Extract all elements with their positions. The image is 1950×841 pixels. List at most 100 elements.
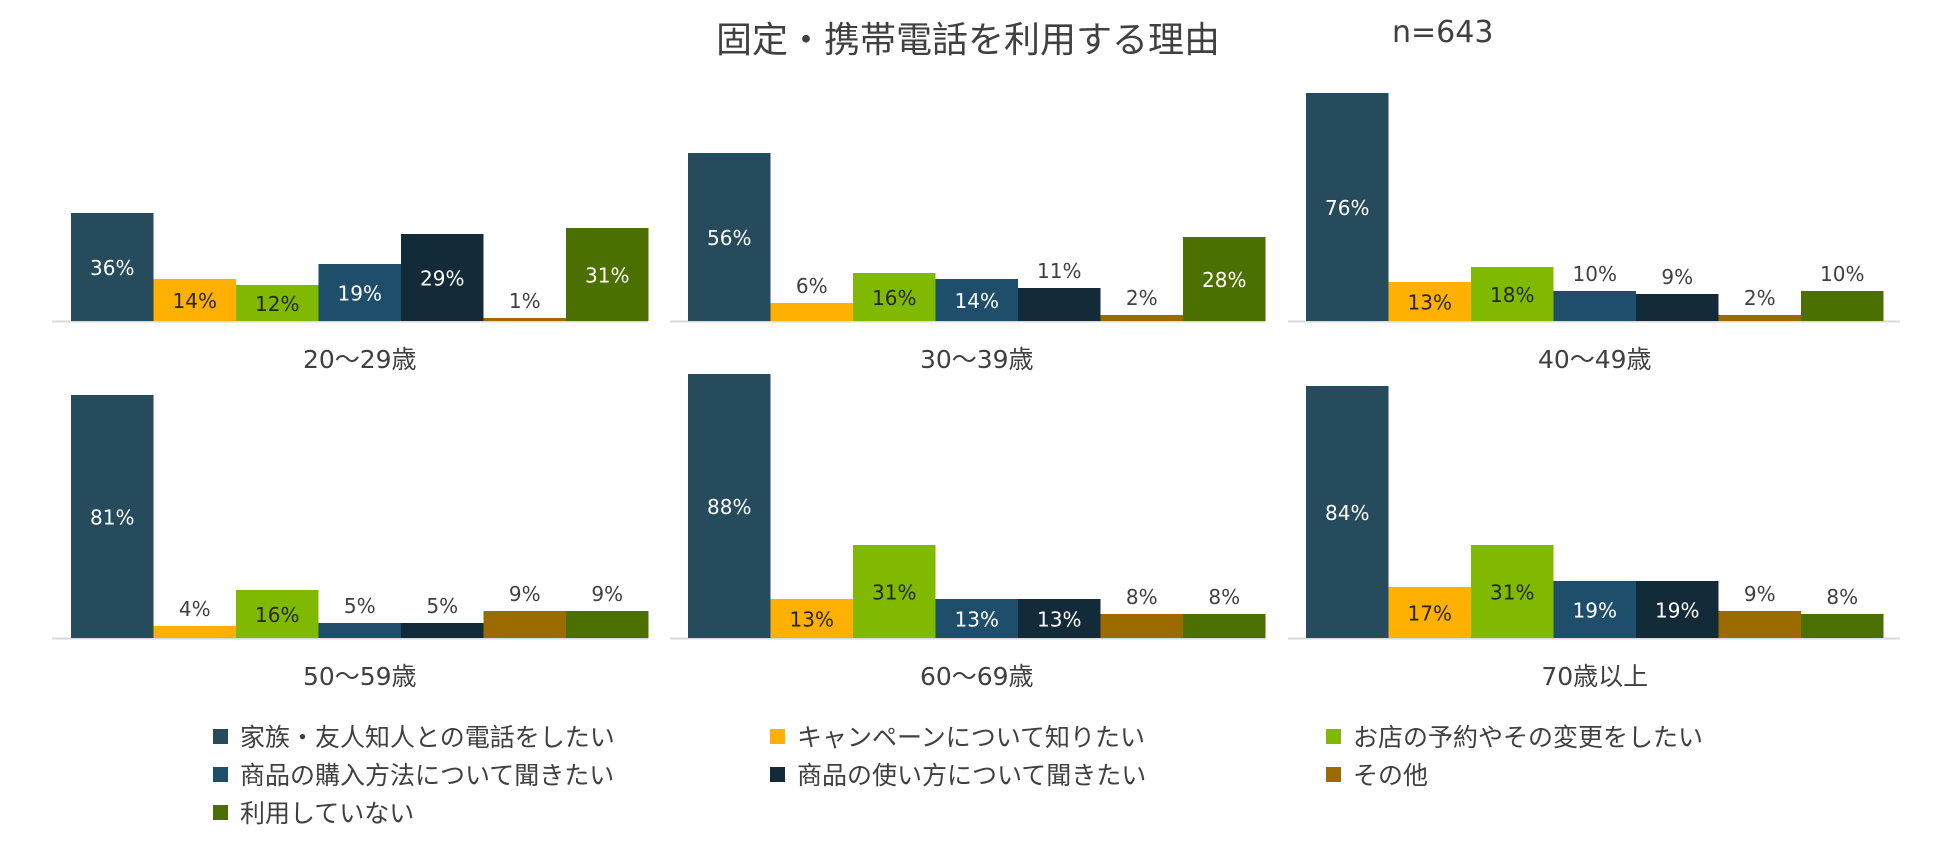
data-label-1-5: 29% <box>420 267 464 291</box>
bar-6-1 <box>1306 386 1389 638</box>
data-label-5-6: 8% <box>1126 585 1158 609</box>
data-label-6-5: 19% <box>1655 599 1699 623</box>
bar-3-2 <box>1388 282 1471 321</box>
bar-6-3 <box>1471 545 1554 638</box>
legend-swatch <box>213 804 228 820</box>
bar-2-7 <box>1183 237 1266 321</box>
legend-label: お店の予約やその変更をしたい <box>1353 723 1704 752</box>
category-label-2: 30〜39歳 <box>920 345 1034 374</box>
panel-4: 81% 4% 16% 5% 5% 9% 9% 50〜59歳 <box>52 395 649 691</box>
bar-2-5 <box>1018 288 1101 321</box>
data-label-3-1: 76% <box>1325 196 1369 220</box>
chart-title: 固定・携帯電話を利用する理由 <box>716 20 1220 61</box>
bar-1-1 <box>71 213 154 321</box>
legend-swatch <box>213 766 228 782</box>
category-label-3: 40〜49歳 <box>1538 345 1652 374</box>
bar-5-7 <box>1183 614 1266 638</box>
legend-swatch <box>770 728 785 744</box>
bar-6-4 <box>1553 581 1636 638</box>
legend-item-4: 商品の購入方法について聞きたい <box>213 756 614 792</box>
bar-5-6 <box>1100 614 1183 638</box>
data-label-5-4: 13% <box>955 608 999 632</box>
category-label-5: 60〜69歳 <box>920 662 1034 691</box>
data-label-1-3: 12% <box>255 292 299 316</box>
panel-3: 76% 13% 18% 10% 9% 2% 10% 40〜49歳 <box>1288 93 1900 374</box>
bar-5-1 <box>688 374 771 638</box>
data-label-3-3: 18% <box>1490 283 1534 307</box>
bar-3-1 <box>1306 93 1389 321</box>
legend: 家族・友人知人との電話をしたい キャンペーンについて知りたい お店の予約やその変更を… <box>213 718 1713 838</box>
bar-2-6 <box>1100 315 1183 321</box>
data-label-2-2: 6% <box>796 274 828 298</box>
legend-label: その他 <box>1353 761 1429 790</box>
data-label-3-2: 13% <box>1408 291 1452 315</box>
bar-5-5 <box>1018 599 1101 638</box>
data-label-4-4: 5% <box>344 594 376 618</box>
data-label-1-6: 1% <box>509 289 541 313</box>
legend-item-7: 利用していない <box>213 794 414 830</box>
bar-1-3 <box>236 285 319 321</box>
bar-4-2 <box>153 626 236 638</box>
legend-label: 利用していない <box>240 799 415 828</box>
data-label-2-1: 56% <box>707 226 751 250</box>
data-label-4-5: 5% <box>426 594 458 618</box>
data-label-1-1: 36% <box>90 256 134 280</box>
category-label-1: 20〜29歳 <box>303 345 417 374</box>
data-label-6-2: 17% <box>1408 602 1452 626</box>
data-label-2-6: 2% <box>1126 286 1158 310</box>
data-label-5-1: 88% <box>707 495 751 519</box>
bar-4-7 <box>566 611 649 638</box>
bar-3-4 <box>1553 291 1636 321</box>
bar-6-6 <box>1718 611 1801 638</box>
data-label-6-6: 9% <box>1744 582 1776 606</box>
data-label-3-5: 9% <box>1661 265 1693 289</box>
legend-swatch <box>770 766 785 782</box>
data-label-1-4: 19% <box>338 282 382 306</box>
bar-1-5 <box>401 234 484 321</box>
legend-swatch <box>1326 766 1341 782</box>
data-label-5-7: 8% <box>1208 585 1240 609</box>
bar-2-1 <box>688 153 771 321</box>
data-label-4-6: 9% <box>509 582 541 606</box>
legend-label: 商品の使い方について聞きたい <box>797 761 1147 790</box>
bar-3-5 <box>1636 294 1719 321</box>
bar-1-6 <box>483 318 566 321</box>
legend-item-1: 家族・友人知人との電話をしたい <box>213 718 615 754</box>
data-label-4-2: 4% <box>179 597 211 621</box>
bar-3-6 <box>1718 315 1801 321</box>
legend-item-6: その他 <box>1326 756 1428 792</box>
data-label-5-2: 13% <box>790 608 834 632</box>
data-label-2-7: 28% <box>1202 268 1246 292</box>
bar-3-7 <box>1801 291 1884 321</box>
bar-2-3 <box>853 273 936 321</box>
data-label-3-6: 2% <box>1744 286 1776 310</box>
data-label-3-4: 10% <box>1573 262 1617 286</box>
bar-5-3 <box>853 545 936 638</box>
legend-item-5: 商品の使い方について聞きたい <box>770 756 1146 792</box>
data-label-4-1: 81% <box>90 506 134 530</box>
panel-2: 56% 6% 16% 14% 11% 2% 28% 30〜39歳 <box>670 153 1266 374</box>
legend-swatch <box>213 728 228 744</box>
legend-item-3: お店の予約やその変更をしたい <box>1326 718 1703 754</box>
legend-label: キャンペーンについて知りたい <box>797 723 1146 752</box>
panels-group: 36% 14% 12% 19% 29% 1% 31% 20〜29歳 56% 6% 16% 14% 11%… <box>52 93 1900 691</box>
bar-4-6 <box>483 611 566 638</box>
legend-swatch <box>1326 728 1341 744</box>
legend-label: 商品の購入方法について聞きたい <box>240 761 615 790</box>
category-label-6: 70歳以上 <box>1541 662 1648 691</box>
data-label-1-2: 14% <box>173 289 217 313</box>
bar-1-2 <box>153 279 236 321</box>
data-label-2-3: 16% <box>872 286 916 310</box>
legend-label: 家族・友人知人との電話をしたい <box>240 723 615 752</box>
bar-3-3 <box>1471 267 1554 321</box>
bar-1-7 <box>566 228 649 321</box>
panel-6: 84% 17% 31% 19% 19% 9% 8% 70歳以上 <box>1288 386 1900 691</box>
bar-1-4 <box>318 264 401 321</box>
bar-4-3 <box>236 590 319 638</box>
bar-2-2 <box>770 303 853 321</box>
data-label-1-7: 31% <box>585 264 629 288</box>
data-label-6-3: 31% <box>1490 581 1534 605</box>
data-label-6-4: 19% <box>1573 599 1617 623</box>
bar-4-5 <box>401 623 484 638</box>
